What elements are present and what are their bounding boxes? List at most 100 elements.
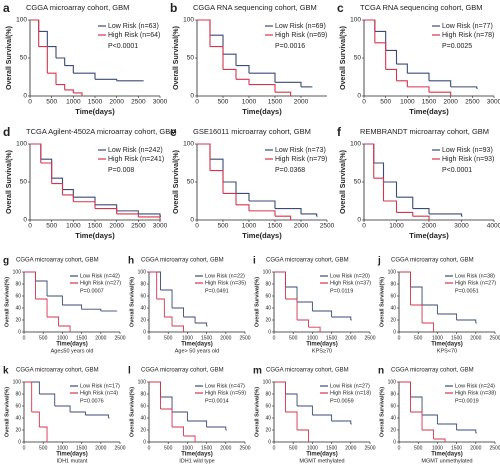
x-tick-label: 0 <box>273 445 276 451</box>
survival-step <box>197 19 211 47</box>
x-tick-label: 0 <box>148 335 151 341</box>
survival-step <box>30 19 40 32</box>
y-tick-label: 0 <box>190 217 194 224</box>
y-tick-label: 100 <box>388 379 397 385</box>
x-tick-label: 1000 <box>242 223 257 230</box>
x-tick-label: 0 <box>398 445 401 451</box>
x-tick-label: 2500 <box>114 335 125 341</box>
x-tick-label: 3000 <box>153 99 168 106</box>
y-tick-label: 40 <box>15 305 21 311</box>
y-tick-label: 60 <box>140 403 146 409</box>
survival-step <box>210 34 224 55</box>
p-value: P=0.0016 <box>275 43 305 50</box>
x-tick-label: 1000 <box>307 445 318 451</box>
y-tick-label: 100 <box>16 17 27 24</box>
y-tick-label: 20 <box>390 317 396 323</box>
survival-step <box>236 65 250 74</box>
subgroup-label: IDH1 mutant <box>57 458 88 464</box>
survival-step <box>374 42 387 70</box>
panel-letter: k <box>3 366 9 377</box>
survival-step <box>40 162 53 184</box>
survival-step <box>160 396 173 412</box>
x-tick-label: 2000 <box>109 223 124 230</box>
p-value: P=0.0051 <box>455 288 479 294</box>
x-tick-label: 0 <box>23 445 26 451</box>
x-axis-label: Time(days) <box>306 452 338 458</box>
survival-step <box>364 143 375 179</box>
y-axis-label: Overall Survival(%) <box>4 277 10 327</box>
x-axis-label: Time(days) <box>56 342 88 348</box>
legend-label: High Risk (n=93) <box>442 156 494 163</box>
survival-step <box>412 208 430 214</box>
survival-step <box>223 68 237 80</box>
x-tick-label: 2000 <box>294 223 309 230</box>
y-tick-label: 40 <box>390 305 396 311</box>
x-tick-label: 500 <box>289 445 298 451</box>
y-tick-label: 80 <box>140 281 146 287</box>
y-axis-label: Overall Survival(%) <box>129 387 135 437</box>
x-tick-label: 2500 <box>465 99 480 106</box>
x-axis-label: Time(days) <box>75 107 115 116</box>
legend-label: Low Risk (n=38) <box>455 273 495 279</box>
survival-step <box>396 196 414 209</box>
y-tick-label: 60 <box>265 403 271 409</box>
x-tick-label: 1000 <box>389 223 404 230</box>
x-axis-label: Time(days) <box>431 452 463 458</box>
survival-step <box>183 435 196 442</box>
survival-step <box>274 271 286 287</box>
survival-step <box>223 181 237 194</box>
x-axis-label: Time(days) <box>306 342 338 348</box>
survival-step <box>30 143 42 160</box>
survival-step <box>73 92 83 96</box>
x-tick-label: 3000 <box>487 99 500 106</box>
x-axis-label: Time(days) <box>181 342 213 348</box>
legend-label: Low Risk (n=73) <box>275 147 326 154</box>
y-tick-label: 40 <box>390 415 396 421</box>
x-tick-label: 1500 <box>326 335 337 341</box>
survival-step <box>64 89 74 93</box>
survival-step <box>95 204 118 211</box>
x-tick-label: 2500 <box>114 445 125 451</box>
survival-step <box>396 63 408 74</box>
survival-step <box>56 84 66 90</box>
y-tick-label: 40 <box>265 305 271 311</box>
x-tick-label: 2000 <box>220 335 231 341</box>
survival-step <box>195 322 208 326</box>
panel-letter: c <box>337 1 344 15</box>
survival-step <box>308 326 321 332</box>
legend-label: Low Risk (n=27) <box>330 383 370 389</box>
x-tick-label: 1000 <box>57 335 68 341</box>
subgroup-label: MGMT methylated <box>299 458 344 464</box>
x-tick-label: 1500 <box>88 223 103 230</box>
survival-step <box>172 325 185 332</box>
chart-title: CGGA RNA sequencing cohort, GBM <box>193 3 317 12</box>
x-tick-label: 0 <box>362 99 366 106</box>
y-tick-label: 20 <box>390 427 396 433</box>
x-tick-label: 500 <box>164 335 173 341</box>
chart-title: CGGA microarray cohort, GBM <box>391 368 474 374</box>
y-tick-label: 40 <box>140 305 146 311</box>
survival-step <box>187 420 208 427</box>
y-axis-label: Overall Survival(%) <box>173 26 180 90</box>
survival-step <box>73 72 96 80</box>
survival-step <box>249 72 276 83</box>
legend-label: Low Risk (n=63) <box>108 23 159 30</box>
survival-step <box>275 81 302 87</box>
x-tick-label: 3000 <box>153 223 168 230</box>
y-tick-label: 60 <box>390 403 396 409</box>
y-tick-label: 0 <box>393 439 396 445</box>
chart-title: REMBRANDT microarray cohort, GBM <box>360 127 489 136</box>
survival-step <box>297 319 310 328</box>
y-tick-label: 100 <box>263 269 272 275</box>
survival-step <box>197 143 211 171</box>
legend-label: High Risk (n=4) <box>80 390 118 396</box>
x-tick-label: 2500 <box>364 445 375 451</box>
x-tick-label: 1000 <box>400 99 415 106</box>
y-axis-label: Overall Survival(%) <box>340 26 347 90</box>
legend-label: High Risk (n=27) <box>80 280 121 286</box>
y-tick-label: 0 <box>23 217 27 224</box>
legend-label: Low Risk (n=47) <box>205 383 245 389</box>
legend-label: Low Risk (n=77) <box>442 23 493 30</box>
survival-step <box>81 308 102 311</box>
